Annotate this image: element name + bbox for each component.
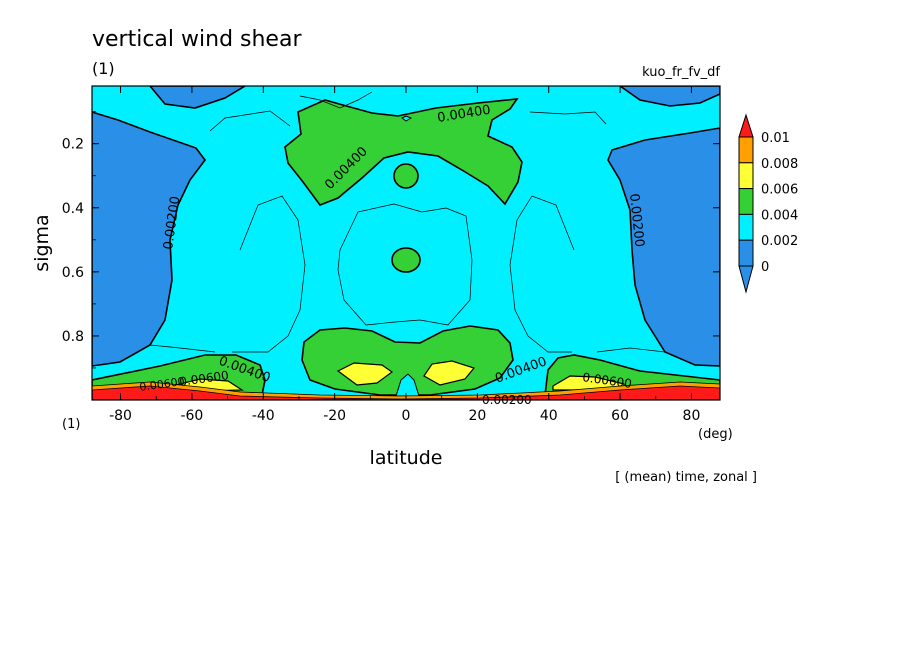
colorbar: 0 0.002 0.004 0.006 0.008 0.01	[738, 113, 798, 294]
band-0-0.002	[92, 86, 720, 367]
x-tick-label: -80	[109, 408, 132, 424]
colorbar-label: 0.002	[761, 234, 798, 249]
footer-note: [ (mean) time, zonal ]	[615, 470, 757, 485]
chart-subtitle: (1)	[92, 59, 115, 78]
x-tick-label: 80	[683, 408, 701, 424]
contour-label-right: 0.00200	[626, 193, 647, 248]
x-tick-label: -60	[180, 408, 203, 424]
x-axis-label: latitude	[370, 447, 443, 469]
chart-title: vertical wind shear	[92, 27, 302, 52]
x-axis: -80 -60 -40 -20 0 20 40 60 80	[109, 86, 700, 424]
x-axis-unit: (deg)	[698, 427, 733, 442]
colorbar-label: 0	[761, 260, 769, 275]
x-tick-label: 0	[402, 408, 411, 424]
colorbar-label: 0.006	[761, 183, 798, 198]
plot-area	[92, 86, 720, 400]
x-tick-label: 40	[540, 408, 558, 424]
experiment-label: kuo_fr_fv_df	[642, 65, 720, 80]
colorbar-label: 0.008	[761, 157, 798, 172]
contour-label-left: 0.00200	[161, 195, 183, 250]
colorbar-band	[738, 188, 754, 215]
y-axis-unit: (1)	[62, 417, 80, 432]
y-tick-label: 0.6	[62, 265, 84, 281]
band-0.006-0.008	[167, 360, 625, 393]
y-axis-label: sigma	[31, 214, 53, 271]
x-tick-label: -40	[252, 408, 275, 424]
y-tick-label: 0.4	[62, 201, 84, 217]
thin-contours	[149, 91, 666, 353]
colorbar-band	[738, 136, 754, 164]
colorbar-band	[738, 239, 754, 267]
orange-strip	[92, 381, 720, 400]
colorbar-arrow-bottom	[738, 265, 754, 294]
contour-label-yellow-right: 0.00600	[582, 370, 633, 391]
x-tick-label: 20	[468, 408, 486, 424]
x-tick-label: -20	[323, 408, 346, 424]
contour-label-red-left: 0.00600	[139, 375, 186, 394]
colorbar-band	[738, 213, 754, 241]
y-tick-label: 0.2	[62, 137, 84, 153]
contour-label-yellow-left: 0.00600	[178, 368, 229, 389]
colorbar-band	[738, 162, 754, 190]
colorbar-label: 0.004	[761, 208, 798, 223]
x-tick-label: 60	[611, 408, 629, 424]
y-tick-label: 0.8	[62, 329, 84, 345]
colorbar-arrow-top	[738, 113, 754, 138]
y-axis: 0.2 0.4 0.6 0.8	[62, 111, 720, 401]
colorbar-label: 0.01	[761, 131, 790, 146]
